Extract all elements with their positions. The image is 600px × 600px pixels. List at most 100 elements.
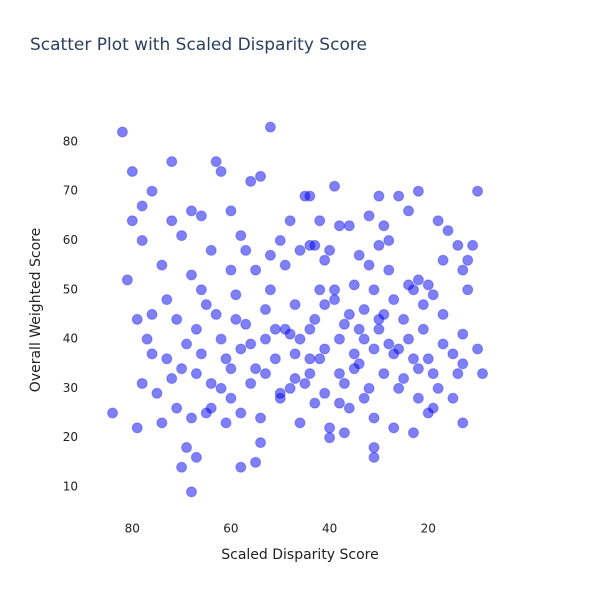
y-tick-label: 30 — [63, 381, 78, 395]
point — [166, 215, 178, 227]
point — [195, 210, 207, 222]
point — [333, 333, 345, 345]
point — [151, 387, 163, 399]
point — [422, 279, 434, 291]
point — [393, 190, 405, 202]
point — [255, 412, 267, 424]
point — [294, 333, 306, 345]
y-tick-label: 50 — [63, 282, 78, 296]
x-tick-label: 80 — [125, 522, 140, 536]
point — [131, 313, 143, 325]
point — [319, 254, 331, 266]
point — [309, 239, 321, 251]
point — [259, 304, 271, 316]
point — [185, 269, 197, 281]
point — [279, 259, 291, 271]
point — [289, 348, 301, 360]
point — [412, 274, 424, 286]
point — [185, 412, 197, 424]
point — [289, 299, 301, 311]
point — [136, 200, 148, 212]
point — [269, 323, 281, 335]
point — [235, 343, 247, 355]
point — [166, 373, 178, 385]
point — [472, 343, 484, 355]
point — [205, 377, 217, 389]
point — [215, 333, 227, 345]
point — [319, 299, 331, 311]
point — [412, 363, 424, 375]
point — [432, 382, 444, 394]
point — [255, 170, 267, 182]
point — [141, 333, 153, 345]
point — [264, 284, 276, 296]
point — [171, 402, 183, 414]
point — [215, 382, 227, 394]
point — [437, 254, 449, 266]
point — [314, 353, 326, 365]
point — [398, 373, 410, 385]
point — [230, 289, 242, 301]
point — [338, 427, 350, 439]
point — [289, 373, 301, 385]
point — [373, 239, 385, 251]
point — [294, 417, 306, 429]
point — [472, 185, 484, 197]
point — [442, 225, 454, 237]
point — [324, 432, 336, 444]
point — [259, 333, 271, 345]
point — [250, 363, 262, 375]
point — [373, 190, 385, 202]
point — [363, 259, 375, 271]
point — [383, 264, 395, 276]
point — [417, 299, 429, 311]
point — [215, 165, 227, 177]
point — [235, 230, 247, 242]
point — [343, 308, 355, 320]
point — [190, 323, 202, 335]
point — [417, 323, 429, 335]
point — [171, 313, 183, 325]
point — [348, 279, 360, 291]
point — [294, 244, 306, 256]
point — [457, 417, 469, 429]
point — [131, 422, 143, 434]
point — [136, 234, 148, 246]
point — [181, 442, 193, 454]
point — [304, 368, 316, 380]
point — [412, 185, 424, 197]
point — [250, 264, 262, 276]
point — [309, 397, 321, 409]
x-tick-label: 20 — [421, 522, 436, 536]
point — [190, 451, 202, 463]
point — [195, 284, 207, 296]
point — [255, 437, 267, 449]
point — [274, 392, 286, 404]
y-tick-label: 60 — [63, 233, 78, 247]
point — [126, 165, 138, 177]
point — [373, 313, 385, 325]
point — [348, 363, 360, 375]
point — [235, 407, 247, 419]
point — [398, 313, 410, 325]
point — [452, 239, 464, 251]
point — [225, 205, 237, 217]
point — [225, 264, 237, 276]
point — [388, 422, 400, 434]
point — [477, 368, 489, 380]
point — [363, 382, 375, 394]
point — [457, 358, 469, 370]
point — [190, 368, 202, 380]
point — [338, 318, 350, 330]
point — [358, 392, 370, 404]
point — [467, 239, 479, 251]
point — [457, 328, 469, 340]
point — [368, 442, 380, 454]
point — [181, 338, 193, 350]
point — [205, 244, 217, 256]
point — [343, 220, 355, 232]
point — [378, 368, 390, 380]
y-axis-title: Overall Weighted Score — [28, 228, 44, 392]
point — [338, 377, 350, 389]
